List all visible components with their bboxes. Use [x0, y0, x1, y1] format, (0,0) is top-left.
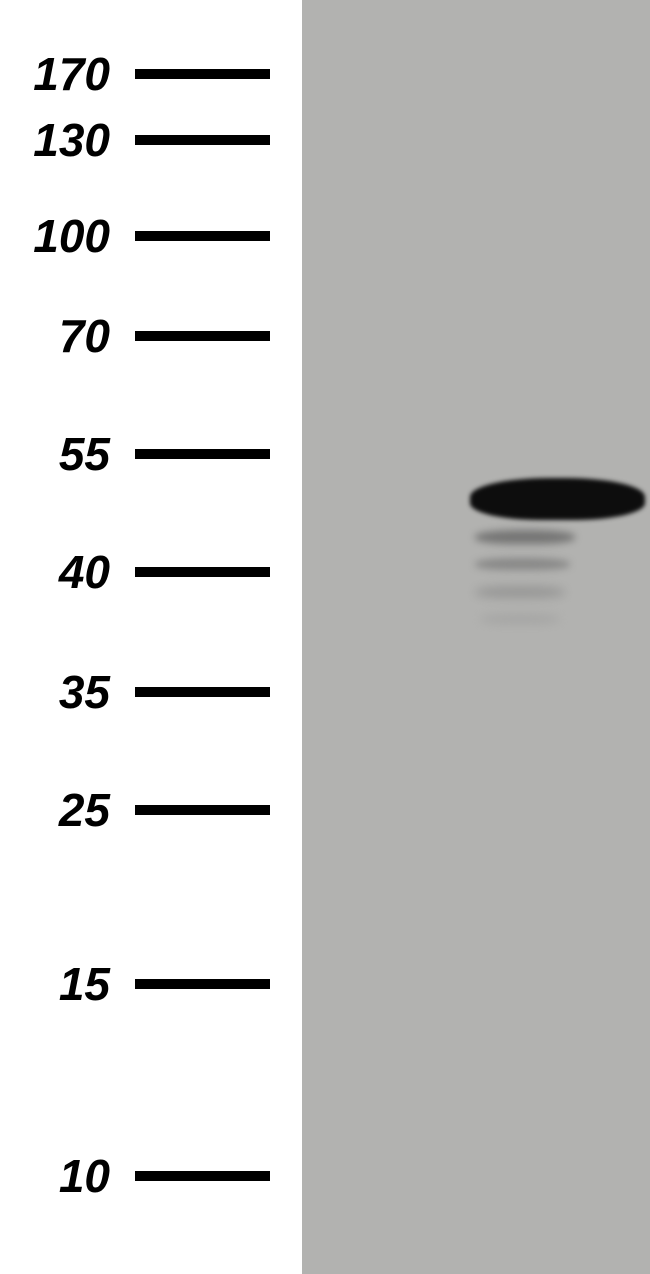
- ladder-label-70: 70: [0, 309, 110, 363]
- protein-band-2: [475, 558, 570, 570]
- ladder-tick-170: [135, 69, 270, 79]
- ladder-tick-130: [135, 135, 270, 145]
- ladder-label-55: 55: [0, 427, 110, 481]
- ladder-label-25: 25: [0, 783, 110, 837]
- ladder-tick-40: [135, 567, 270, 577]
- ladder-tick-55: [135, 449, 270, 459]
- ladder-label-15: 15: [0, 957, 110, 1011]
- ladder-label-170: 170: [0, 47, 110, 101]
- blot-membrane: [302, 0, 650, 1274]
- protein-band-0: [470, 478, 645, 520]
- ladder-tick-25: [135, 805, 270, 815]
- protein-band-4: [480, 614, 560, 624]
- ladder-tick-10: [135, 1171, 270, 1181]
- ladder-tick-15: [135, 979, 270, 989]
- ladder-tick-100: [135, 231, 270, 241]
- ladder-label-130: 130: [0, 113, 110, 167]
- ladder-label-40: 40: [0, 545, 110, 599]
- ladder-tick-35: [135, 687, 270, 697]
- ladder-tick-70: [135, 331, 270, 341]
- ladder-label-10: 10: [0, 1149, 110, 1203]
- ladder-label-35: 35: [0, 665, 110, 719]
- protein-band-3: [475, 586, 565, 598]
- protein-band-1: [475, 530, 575, 544]
- western-blot-figure: 170 130 100 70 55 40 35 25 15 10: [0, 0, 650, 1274]
- ladder-label-100: 100: [0, 209, 110, 263]
